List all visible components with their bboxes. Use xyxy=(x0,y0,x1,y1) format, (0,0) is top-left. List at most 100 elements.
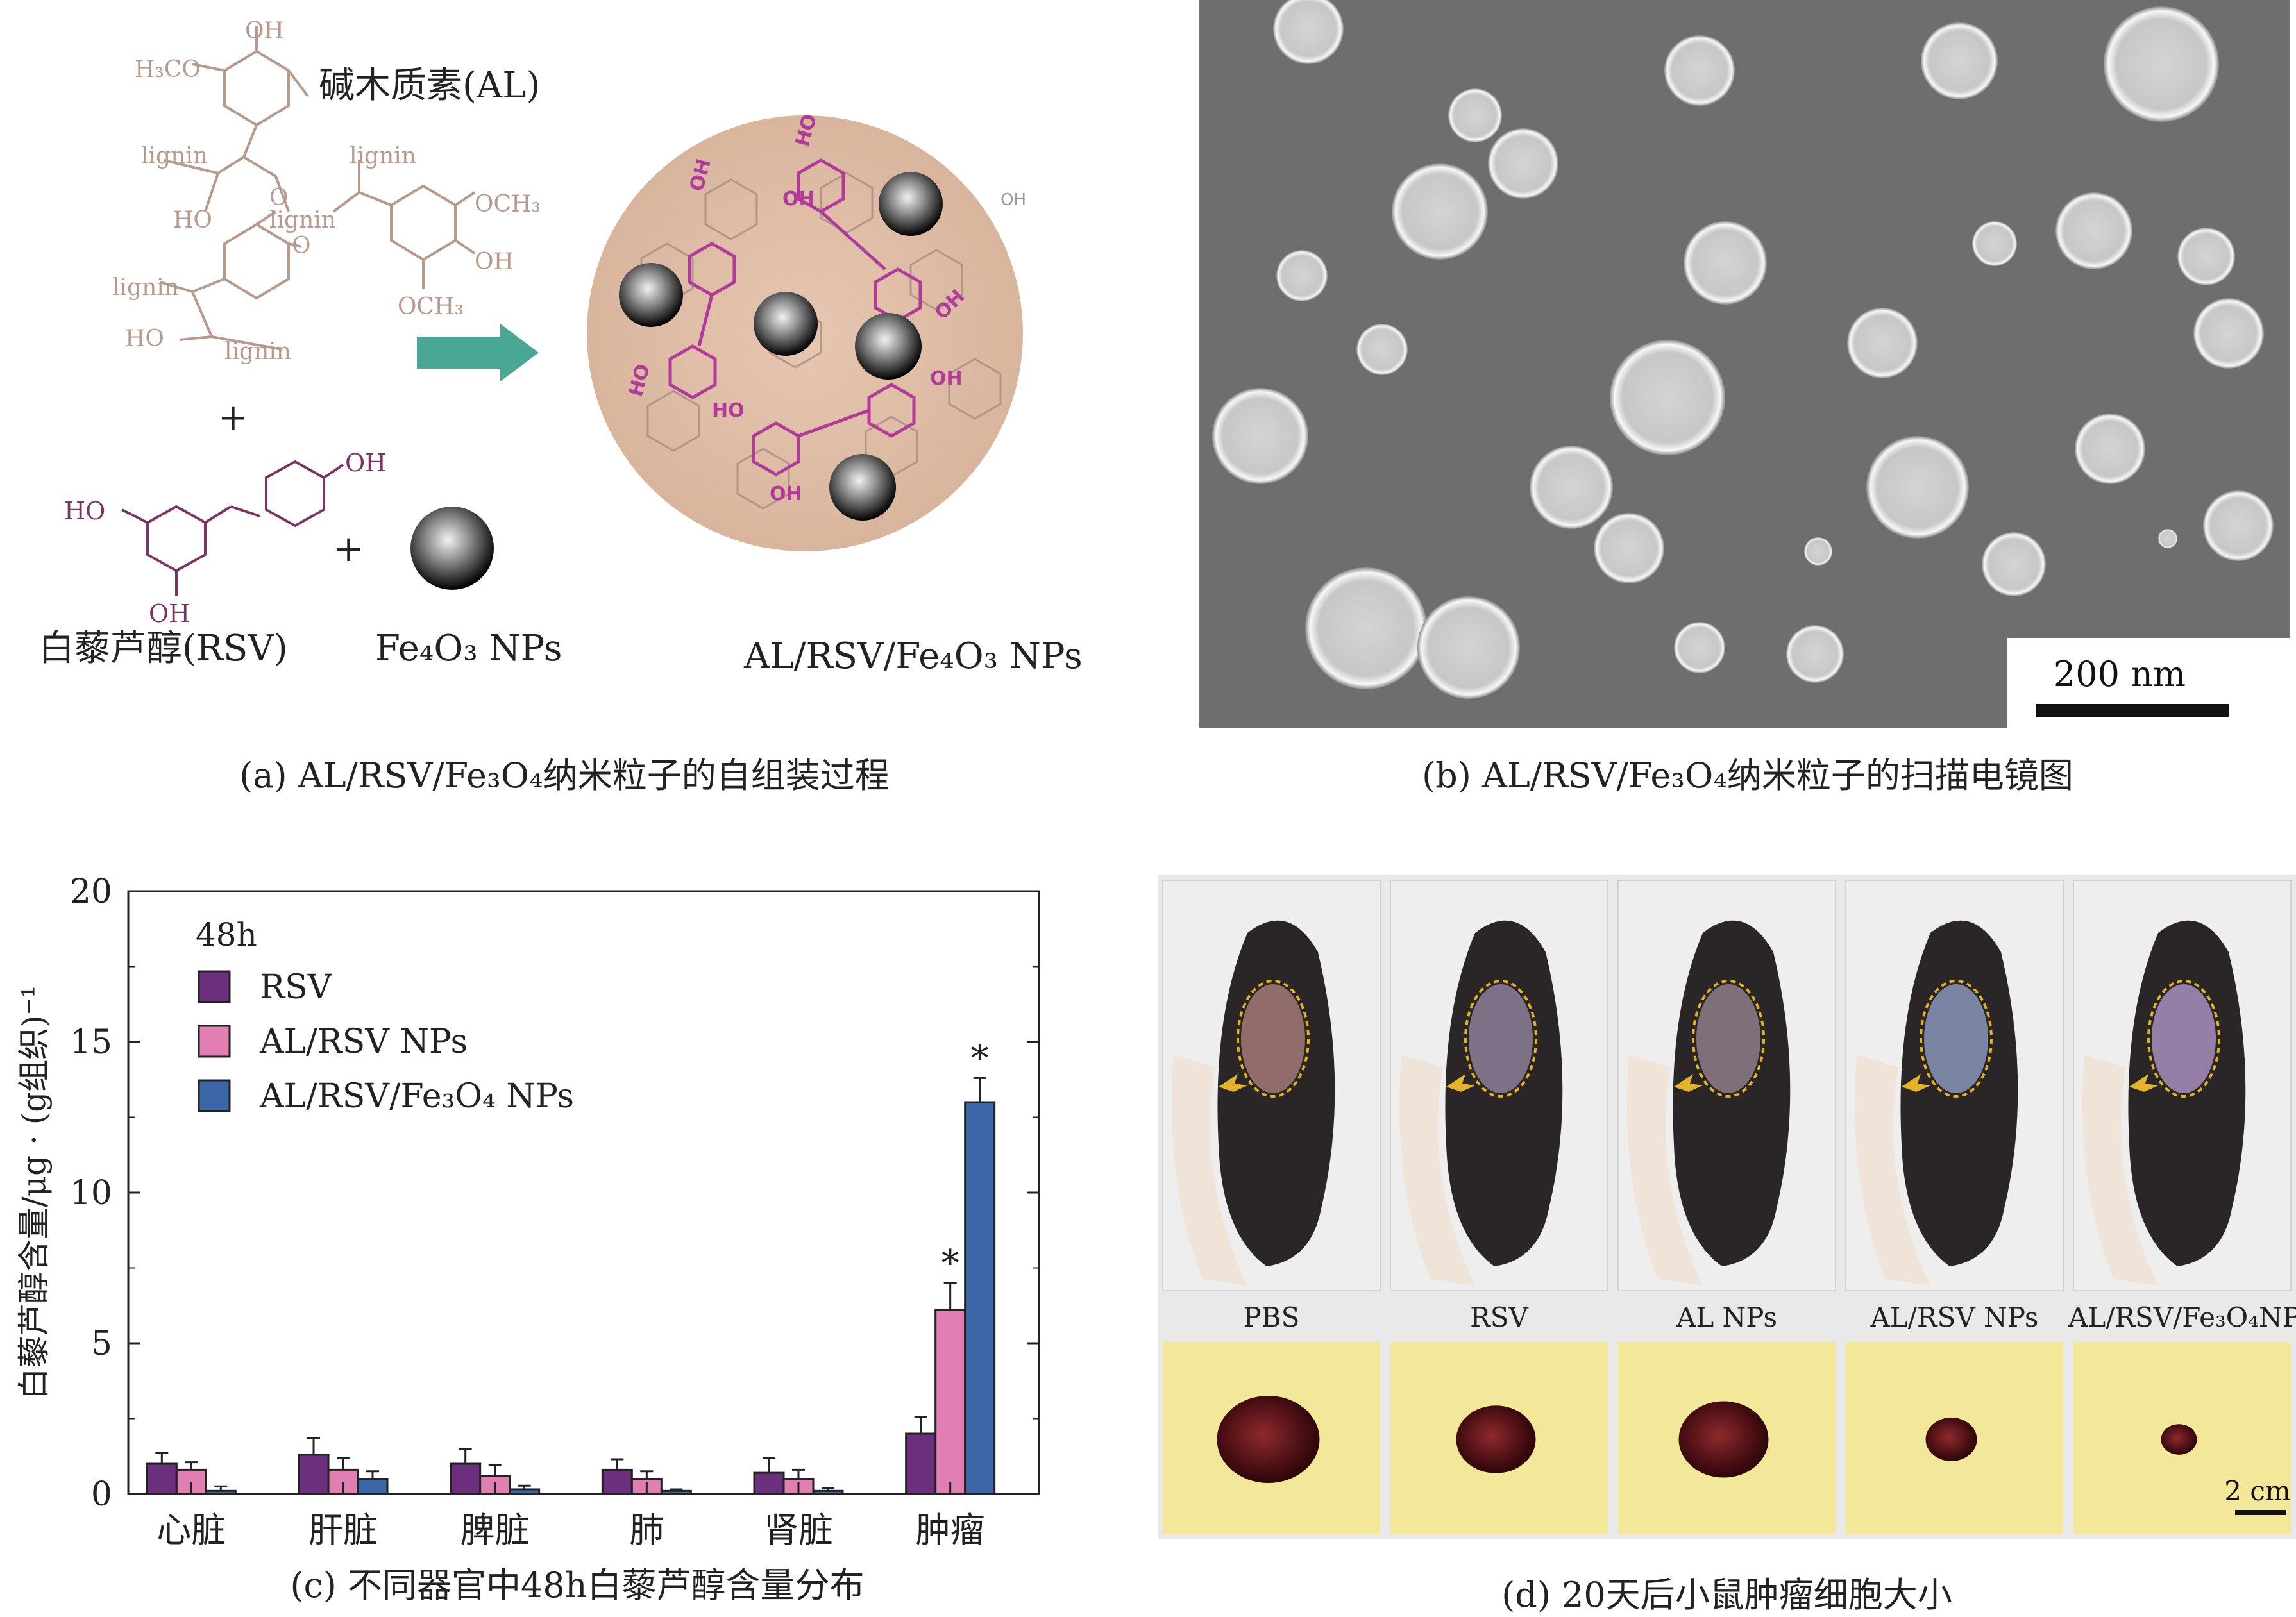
scale-bar-cm xyxy=(2235,1510,2286,1515)
group-label: AL/RSV/Fe₃O₄NPs xyxy=(2068,1302,2296,1333)
legend: 48h RSV AL/RSV NPs AL/RSV/Fe₃O₄ NPs xyxy=(196,916,574,1116)
tumor-outline xyxy=(2147,980,2220,1098)
product-label: AL/RSV/Fe₄O₃ NPs xyxy=(743,635,1083,677)
tumor xyxy=(1925,1418,1977,1461)
svg-text:lignin: lignin xyxy=(269,207,336,233)
composite-nanoparticle: OH HO OH OH HO OH HO OH OH xyxy=(587,112,1026,551)
fe-nanoparticle-icon xyxy=(410,507,494,590)
glove xyxy=(2082,1055,2158,1286)
x-category-label: 脾脏 xyxy=(460,1510,530,1550)
sem-particles xyxy=(1212,0,2274,699)
y-tick-label: 5 xyxy=(91,1325,112,1363)
mouse-body xyxy=(1217,920,1335,1266)
group-label: AL NPs xyxy=(1676,1302,1777,1333)
tumor-site xyxy=(1241,984,1305,1093)
svg-text:O: O xyxy=(269,185,289,211)
glove xyxy=(1172,1055,1247,1286)
svg-text:OCH₃: OCH₃ xyxy=(398,294,464,320)
legend-label: AL/RSV NPs xyxy=(259,1023,468,1061)
x-category-label: 心脏 xyxy=(156,1510,226,1550)
lignin-structure xyxy=(160,26,476,351)
group-label: RSV xyxy=(1470,1302,1528,1333)
svg-text:HO: HO xyxy=(125,326,164,352)
tumor-site xyxy=(1696,984,1760,1093)
glove xyxy=(1399,1055,1475,1286)
mouse-body xyxy=(2128,920,2246,1266)
tumor xyxy=(2161,1424,2197,1455)
x-category-label: 肺 xyxy=(629,1510,664,1550)
bar xyxy=(146,1462,178,1495)
svg-text:lignin: lignin xyxy=(112,274,179,301)
fe-particle-3 xyxy=(754,292,818,356)
y-tick-label: 0 xyxy=(91,1475,112,1514)
x-category-label: 肿瘤 xyxy=(916,1510,985,1550)
panel-d: 2 cm PBS RSV AL NPs AL/RSV NPs AL/RSV/Fe₃O₄N… xyxy=(1158,875,2296,1615)
al-label: 碱木质素(AL) xyxy=(319,65,540,106)
svg-text:HO: HO xyxy=(173,207,212,233)
tumor xyxy=(1217,1396,1320,1483)
legend-swatch xyxy=(198,1079,231,1112)
tumor-outline xyxy=(1692,980,1765,1098)
x-category-label: 肾脏 xyxy=(764,1510,833,1550)
tumor-outline xyxy=(1920,980,1993,1098)
y-tick-label: 10 xyxy=(70,1174,112,1212)
significance-mark: * xyxy=(971,1037,989,1079)
glove xyxy=(1627,1055,1703,1286)
svg-text:lignin: lignin xyxy=(224,339,291,365)
mouse-body xyxy=(1900,920,2018,1266)
glove xyxy=(1855,1055,1930,1286)
mouse-tumor-photos: 2 cm xyxy=(1158,875,2296,1539)
arrow-icon xyxy=(2129,1074,2158,1092)
bar xyxy=(905,1432,937,1495)
svg-text:OH: OH xyxy=(245,18,284,44)
legend-swatch xyxy=(198,1025,231,1058)
bar xyxy=(601,1468,633,1495)
x-category-label: 肝脏 xyxy=(308,1510,378,1550)
fe-particle-5 xyxy=(829,454,896,521)
plus-sign: + xyxy=(218,397,248,439)
fe-particle-2 xyxy=(879,172,943,236)
bar-chart: 白藜芦醇含量/μg · (g组织)⁻¹ 05101520 ** 心脏 肝脏 脾脏肺肾… xyxy=(15,873,1040,1550)
rsv-molecule xyxy=(121,460,344,596)
caption-a: (a) AL/RSV/Fe₃O₄纳米粒子的自组装过程 xyxy=(239,755,890,796)
svg-text:HO: HO xyxy=(712,399,745,422)
arrow-icon xyxy=(1674,1074,1703,1092)
sem-image: 200 nm xyxy=(1199,0,2290,728)
mouse-photos xyxy=(1162,880,2292,1291)
svg-text:HO: HO xyxy=(64,497,105,525)
tumor-site xyxy=(1924,984,1988,1093)
tumor xyxy=(1678,1401,1769,1478)
svg-text:OH: OH xyxy=(149,599,190,628)
rsv-label: 白藜芦醇(RSV) xyxy=(38,628,288,669)
group-label: PBS xyxy=(1243,1302,1300,1333)
svg-text:OH: OH xyxy=(345,449,386,477)
scale-label-cm: 2 cm xyxy=(2224,1475,2290,1507)
legend-label: RSV xyxy=(260,968,333,1007)
svg-text:OH: OH xyxy=(770,483,802,505)
svg-text:O: O xyxy=(292,233,311,259)
caption-b: (b) AL/RSV/Fe₃O₄纳米粒子的扫描电镜图 xyxy=(1422,755,2073,796)
scale-bar xyxy=(2036,704,2229,717)
tumor-site xyxy=(2152,984,2216,1093)
panel-c: 白藜芦醇含量/μg · (g组织)⁻¹ 0 5 10 15 20 * * 心脏 肝脏 脾脏肺肾… xyxy=(0,834,1129,1614)
tumor-site xyxy=(1469,984,1533,1093)
y-ticks: 0 5 10 15 20 xyxy=(70,873,1039,1514)
bar xyxy=(298,1454,330,1495)
plot-frame xyxy=(127,890,1040,1495)
svg-text:lignin: lignin xyxy=(141,143,208,169)
significance-mark: * xyxy=(941,1243,959,1284)
legend-label: AL/RSV/Fe₃O₄ NPs xyxy=(259,1077,574,1116)
legend-swatch xyxy=(198,970,231,1003)
arrow-icon xyxy=(1902,1074,1930,1092)
svg-text:OH: OH xyxy=(1000,190,1026,210)
arrow-icon xyxy=(417,324,539,381)
x-categories: 心脏 肝脏 脾脏 肺 肾脏 肿瘤 xyxy=(156,1482,985,1550)
group-label: AL/RSV NPs xyxy=(1870,1302,2039,1333)
bar xyxy=(964,1101,996,1495)
fe-label: Fe₄O₃ NPs xyxy=(375,628,562,669)
mouse-body xyxy=(1445,920,1563,1266)
tumor-outline xyxy=(1464,980,1537,1098)
tumor xyxy=(1456,1405,1536,1473)
svg-text:OH: OH xyxy=(782,188,815,210)
tumor-photos xyxy=(1163,1342,2291,1534)
